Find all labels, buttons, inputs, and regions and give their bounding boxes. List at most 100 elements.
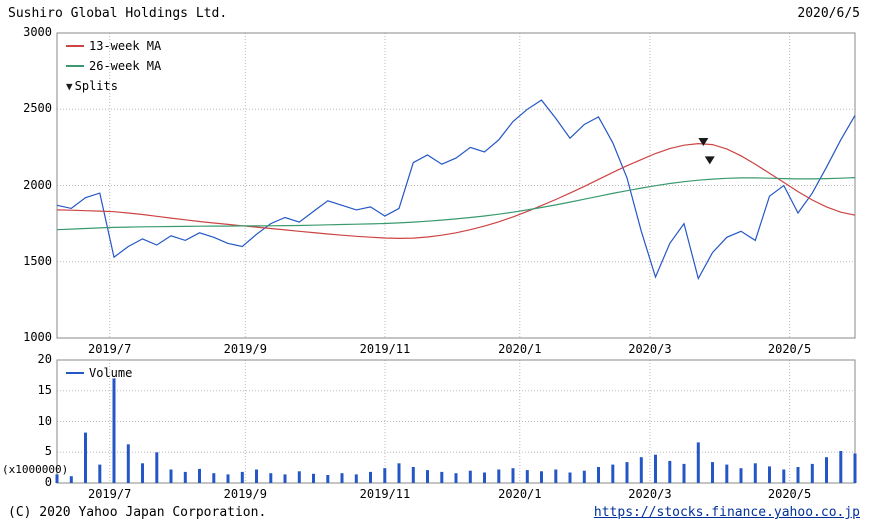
volume-bar	[354, 474, 358, 483]
price-ytick-label: 1500	[23, 253, 52, 268]
volume-ytick-label: 15	[37, 382, 52, 397]
price-xtick-label: 2019/11	[359, 342, 411, 356]
volume-bars	[55, 378, 857, 484]
volume-bar	[312, 473, 315, 483]
volume-bar	[511, 468, 515, 483]
volume-xtick-label: 2020/5	[767, 487, 812, 501]
volume-bar	[839, 451, 843, 483]
volume-bar	[597, 467, 600, 483]
price-ytick-label: 1000	[23, 330, 52, 344]
volume-bar	[853, 453, 857, 483]
volume-bar	[269, 473, 273, 483]
volume-bar	[340, 473, 344, 483]
volume-bar	[240, 471, 244, 483]
price-xtick-label: 2020/1	[498, 342, 542, 356]
volume-bar	[611, 464, 615, 483]
volume-line-swatch	[66, 372, 84, 374]
main-chart-legend: 13-week MA 26-week MA ▼ Splits	[66, 36, 161, 96]
price-xtick-label: 2019/9	[223, 342, 267, 356]
chart-date: 2020/6/5	[797, 6, 860, 21]
volume-xtick-label: 2020/1	[498, 487, 542, 501]
volume-bar	[198, 468, 201, 483]
volume-bar	[126, 444, 130, 483]
volume-bar	[554, 469, 558, 483]
volume-bar	[768, 466, 771, 483]
volume-bar	[525, 470, 529, 483]
13-week-ma-line	[56, 142, 856, 240]
price-ytick-label: 2000	[23, 177, 52, 192]
volume-ytick-label: 0	[44, 475, 52, 489]
volume-bar	[468, 470, 472, 483]
price-line	[56, 99, 856, 281]
volume-xtick-label: 2019/11	[359, 487, 411, 501]
volume-bar	[540, 471, 543, 483]
volume-bar	[796, 467, 800, 483]
volume-xtick-label: 2019/7	[87, 487, 132, 501]
legend-item-volume: Volume	[66, 363, 132, 383]
volume-bar	[112, 378, 116, 483]
splits-legend-label: Splits	[74, 79, 118, 93]
split-marker-icon	[704, 156, 715, 165]
ma26-line-swatch	[66, 65, 84, 67]
volume-xtick-label: 2019/9	[223, 487, 267, 501]
price-xtick-label: 2020/3	[628, 342, 672, 356]
volume-bar	[654, 454, 657, 483]
volume-bar	[326, 475, 330, 483]
chart-title: Sushiro Global Holdings Ltd.	[8, 6, 228, 21]
volume-bar	[226, 474, 230, 483]
volume-bar	[98, 464, 102, 483]
footer-copyright: (C) 2020 Yahoo Japan Corporation.	[8, 505, 267, 520]
volume-bar	[810, 463, 814, 483]
volume-bar	[383, 468, 387, 483]
volume-legend-label: Volume	[89, 366, 133, 380]
volume-bar	[411, 467, 415, 483]
volume-bar	[55, 474, 59, 483]
plot-border	[56, 32, 856, 339]
legend-item-ma26: 26-week MA	[66, 56, 161, 76]
volume-bar	[568, 472, 572, 483]
volume-bar	[297, 471, 301, 483]
ma26-legend-label: 26-week MA	[89, 59, 162, 73]
ma13-line-swatch	[66, 45, 84, 47]
volume-bar	[582, 470, 586, 483]
volume-bar	[497, 469, 501, 483]
volume-bar	[155, 452, 159, 484]
legend-item-splits: ▼ Splits	[66, 76, 161, 96]
volume-bar	[69, 476, 73, 483]
volume-bar	[682, 463, 686, 483]
split-marker-icon	[698, 138, 709, 147]
volume-unit-label: (x1000000)	[2, 463, 69, 476]
volume-bar	[141, 463, 144, 483]
volume-bar	[369, 471, 372, 483]
26-week-ma-line	[56, 177, 856, 231]
volume-bar	[825, 457, 828, 483]
volume-bar	[782, 469, 786, 483]
volume-bar	[483, 472, 486, 483]
volume-ytick-label: 20	[37, 352, 52, 366]
volume-bar	[212, 473, 216, 483]
volume-chart-legend: Volume	[66, 363, 132, 383]
price-ytick-label: 3000	[23, 25, 52, 39]
volume-bar	[397, 463, 401, 483]
volume-bar	[625, 462, 629, 483]
volume-bar	[725, 464, 729, 483]
volume-bar	[668, 460, 672, 483]
price-xtick-label: 2020/5	[767, 342, 812, 356]
volume-bar	[440, 471, 444, 483]
volume-bar	[454, 473, 458, 483]
footer-link[interactable]: https://stocks.finance.yahoo.co.jp	[593, 505, 860, 520]
split-triangle-icon: ▼	[66, 79, 73, 93]
volume-bar	[84, 432, 87, 483]
volume-bar	[739, 468, 743, 483]
volume-bar	[711, 462, 714, 483]
ma13-legend-label: 13-week MA	[89, 39, 162, 53]
volume-bar	[283, 474, 287, 483]
price-ytick-label: 2500	[23, 101, 52, 116]
legend-item-ma13: 13-week MA	[66, 36, 161, 56]
volume-bar	[696, 442, 700, 483]
volume-xtick-label: 2020/3	[628, 487, 672, 501]
volume-bar	[426, 470, 429, 483]
price-xtick-label: 2019/7	[87, 342, 132, 356]
